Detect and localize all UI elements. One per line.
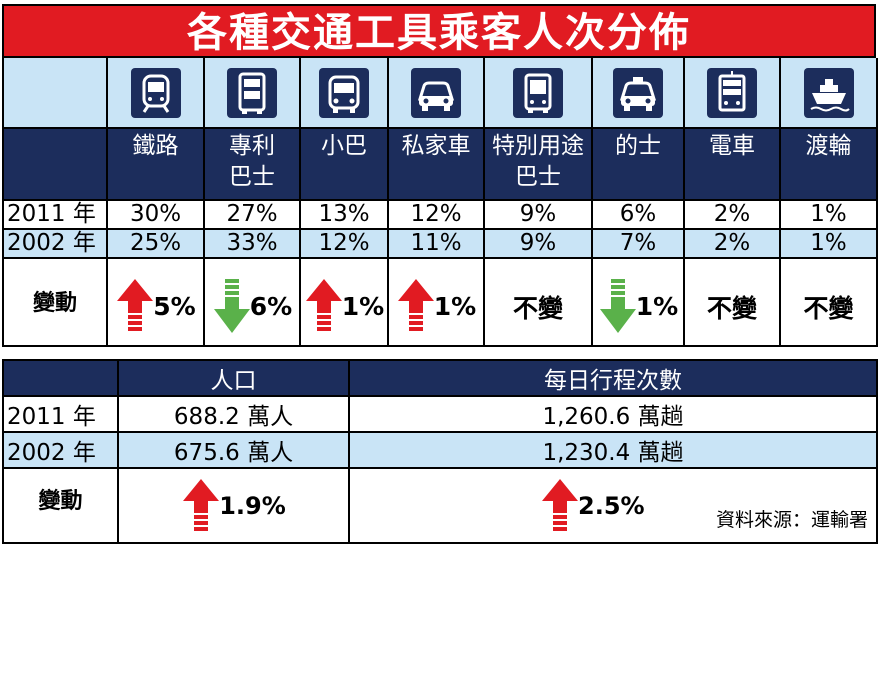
- down-arrow-icon: [599, 279, 636, 333]
- mode-name-minibus: 小巴: [299, 127, 389, 201]
- corner-cell: [2, 58, 108, 129]
- population-change-cell: 1.9%: [117, 467, 350, 544]
- taxi-icon: [613, 67, 663, 118]
- mode-name-special-bus: 特別用途 巴士: [483, 127, 593, 201]
- no-change-label: 不變: [512, 294, 563, 323]
- row-label-change: 變動: [2, 257, 108, 347]
- change-cell: 1%: [299, 257, 389, 347]
- population-header: 人口: [117, 359, 350, 397]
- page-title: 各種交通工具乘客人次分佈: [2, 4, 876, 58]
- change-value: 1%: [433, 291, 477, 321]
- change-cell: 1%: [591, 257, 685, 347]
- summary-row-label: 2002 年: [2, 431, 119, 469]
- mode-name-tram: 電車: [683, 127, 781, 201]
- car-icon: [411, 67, 461, 118]
- mode-name-taxi: 的士: [591, 127, 685, 201]
- population-value: 688.2 萬人: [117, 395, 350, 433]
- source-note: 資料來源：運輸署: [715, 509, 868, 531]
- trips-change-value: 2.5%: [578, 491, 645, 520]
- double-decker-bus-icon: [227, 67, 277, 118]
- daily-trips-value: 1,260.6 萬趟: [348, 395, 878, 433]
- bus-icon: [513, 67, 563, 118]
- share-2002-cell: 12%: [299, 228, 389, 259]
- mode-share-table: 鐵路 專利 巴士 小巴 私家車 特別用途 巴士 的士 電車 渡輪 2011 年 30…: [2, 58, 878, 347]
- share-2011-cell: 30%: [106, 199, 205, 230]
- change-value: 1%: [341, 291, 385, 321]
- mode-name-private-car: 私家車: [387, 127, 485, 201]
- change-cell: 不變: [683, 257, 781, 347]
- share-2011-cell: 12%: [387, 199, 485, 230]
- share-2011-cell: 9%: [483, 199, 593, 230]
- share-2002-cell: 7%: [591, 228, 685, 259]
- summary-table: 人口 每日行程次數 2011 年 688.2 萬人 1,260.6 萬趟 200…: [2, 359, 878, 544]
- summary-row-label: 2011 年: [2, 395, 119, 433]
- daily-trips-value: 1,230.4 萬趟: [348, 431, 878, 469]
- change-cell: 6%: [203, 257, 301, 347]
- change-value: 1%: [635, 291, 679, 321]
- change-value: 6%: [249, 291, 293, 321]
- change-cell: 不變: [779, 257, 878, 347]
- row-label-2011: 2011 年: [2, 199, 108, 230]
- share-2011-cell: 1%: [779, 199, 878, 230]
- up-arrow-icon: [117, 279, 154, 331]
- up-arrow-icon: [183, 478, 220, 531]
- up-arrow-icon: [397, 279, 434, 331]
- daily-trips-header: 每日行程次數: [348, 359, 878, 397]
- trips-change-cell: 2.5% 資料來源：運輸署: [348, 467, 878, 544]
- row-label-2002: 2002 年: [2, 228, 108, 259]
- summary-corner-cell: [2, 359, 119, 397]
- down-arrow-icon: [213, 279, 250, 333]
- population-change-value: 1.9%: [219, 491, 286, 520]
- share-2002-cell: 33%: [203, 228, 301, 259]
- no-change-label: 不變: [706, 294, 757, 323]
- change-cell: 5%: [106, 257, 205, 347]
- share-2011-cell: 6%: [591, 199, 685, 230]
- share-2002-cell: 2%: [683, 228, 781, 259]
- no-change-label: 不變: [803, 294, 854, 323]
- share-2002-cell: 9%: [483, 228, 593, 259]
- up-arrow-icon: [305, 279, 342, 331]
- share-2011-cell: 27%: [203, 199, 301, 230]
- share-2002-cell: 25%: [106, 228, 205, 259]
- ferry-icon: [803, 67, 854, 118]
- share-2002-cell: 1%: [779, 228, 878, 259]
- mode-name-franchised-bus: 專利 巴士: [203, 127, 301, 201]
- tram-icon: [707, 67, 757, 118]
- mode-name-ferry: 渡輪: [779, 127, 878, 201]
- change-value: 5%: [153, 291, 196, 321]
- up-arrow-icon: [542, 478, 578, 531]
- population-value: 675.6 萬人: [117, 431, 350, 469]
- summary-change-label: 變動: [2, 467, 119, 544]
- change-cell: 1%: [387, 257, 485, 347]
- share-2011-cell: 2%: [683, 199, 781, 230]
- change-cell: 不變: [483, 257, 593, 347]
- minibus-icon: [319, 67, 369, 118]
- mode-name-rail: 鐵路: [106, 127, 205, 201]
- share-2002-cell: 11%: [387, 228, 485, 259]
- name-corner-cell: [2, 127, 108, 201]
- share-2011-cell: 13%: [299, 199, 389, 230]
- train-icon: [130, 67, 181, 118]
